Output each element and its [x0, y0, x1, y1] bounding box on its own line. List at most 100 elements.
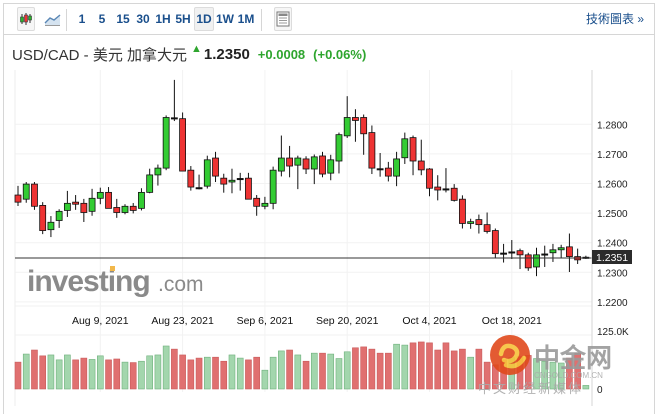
volume-bar: [220, 360, 228, 390]
candle-body: [138, 191, 145, 209]
volume-bar: [335, 358, 343, 390]
volume-bar: [376, 352, 384, 390]
volume-bar: [401, 344, 409, 390]
candle-body: [401, 138, 409, 159]
candle-body: [187, 169, 195, 188]
technical-chart-link[interactable]: 技術圖表 »: [585, 12, 644, 26]
price-tick-label: 1.2700: [597, 150, 628, 161]
price-tick-label: 1.2600: [597, 180, 628, 191]
volume-bar: [459, 348, 466, 390]
candle: [302, 156, 310, 175]
timeframe-1[interactable]: 1: [78, 12, 86, 26]
candle-body: [220, 177, 228, 185]
volume-bar: [582, 385, 590, 390]
candle-body: [129, 205, 137, 211]
timeframe-5h[interactable]: 5H: [175, 12, 191, 26]
candle: [286, 145, 293, 178]
volume-bar: [212, 356, 219, 390]
svg-text:investing: investing: [27, 265, 150, 298]
timeframe-1m[interactable]: 1M: [237, 12, 255, 26]
timeframe-1d[interactable]: 1D: [194, 7, 214, 31]
candle: [467, 218, 475, 229]
candle: [236, 172, 244, 191]
candle-body: [294, 157, 302, 166]
candle-body: [302, 158, 310, 170]
candle-body: [277, 157, 285, 172]
candle: [261, 196, 269, 210]
candle-body: [105, 191, 112, 209]
candle: [376, 153, 384, 177]
candle: [187, 166, 195, 191]
volume-bar: [187, 359, 195, 390]
candle: [417, 139, 425, 176]
candle-body: [557, 247, 565, 251]
timeframe-15[interactable]: 15: [116, 12, 130, 26]
timeframe-1w[interactable]: 1W: [216, 12, 234, 26]
volume-bar: [302, 360, 310, 390]
candle: [409, 135, 417, 176]
candle-body: [88, 197, 96, 212]
candle: [343, 96, 351, 138]
candle: [335, 132, 343, 174]
candle: [426, 168, 433, 197]
candle-body: [524, 254, 532, 269]
volume-bar: [483, 361, 491, 390]
date-tick-label: Aug 9, 2021: [72, 315, 129, 327]
candle: [368, 125, 376, 175]
volume-bar: [557, 362, 565, 390]
volume-bar: [179, 354, 186, 390]
candle-body: [360, 117, 368, 135]
candle: [162, 115, 170, 171]
volume-bar: [245, 359, 252, 390]
cngold-watermark: 中金网 CNGOLD.COM.CN 中文财经新媒体: [478, 335, 612, 397]
volume-bar: [286, 349, 293, 390]
candle-body: [72, 201, 80, 205]
candle-body: [162, 117, 170, 169]
candle: [245, 172, 252, 200]
volume-bar: [385, 352, 392, 390]
candlestick-chart-button[interactable]: [17, 7, 35, 31]
volume-bar: [121, 361, 129, 390]
candle: [212, 151, 219, 183]
candle: [14, 185, 22, 206]
candle-body: [409, 137, 417, 162]
candle: [574, 248, 582, 265]
candle-body: [384, 167, 392, 177]
candle: [39, 202, 47, 235]
candle-body: [121, 205, 129, 213]
toolbar-divider: [66, 9, 67, 31]
candle-body: [22, 183, 30, 200]
candle-body: [541, 253, 549, 256]
volume-bar: [566, 357, 573, 390]
candle: [55, 209, 63, 228]
candle-body: [417, 160, 425, 171]
price-tick-label: 1.2500: [597, 209, 628, 220]
volume-bar: [261, 369, 269, 390]
candle: [360, 114, 368, 155]
candle: [524, 252, 532, 271]
candles: [14, 79, 590, 277]
volume-bar: [105, 359, 112, 390]
candle: [475, 214, 483, 234]
timeframe-1h[interactable]: 1H: [155, 12, 171, 26]
volume-bar: [14, 361, 22, 390]
candle: [253, 195, 261, 216]
volume-bar: [39, 355, 46, 390]
candle: [96, 187, 104, 205]
candle-body: [245, 177, 252, 200]
candle-body: [352, 117, 359, 121]
volume-bar: [269, 356, 277, 390]
timeframe-30[interactable]: 30: [136, 12, 150, 26]
volume-bar: [294, 354, 302, 390]
candle: [72, 195, 80, 210]
candle: [277, 135, 285, 177]
volume-bar: [72, 359, 79, 390]
timeframe-5[interactable]: 5: [98, 12, 106, 26]
candle: [138, 188, 145, 211]
candle-body: [475, 219, 483, 226]
date-tick-label: Sep 6, 2021: [237, 315, 294, 327]
volume-bar: [64, 354, 71, 390]
svg-text:中金网: 中金网: [534, 343, 612, 374]
news-layout-button[interactable]: [274, 7, 292, 31]
